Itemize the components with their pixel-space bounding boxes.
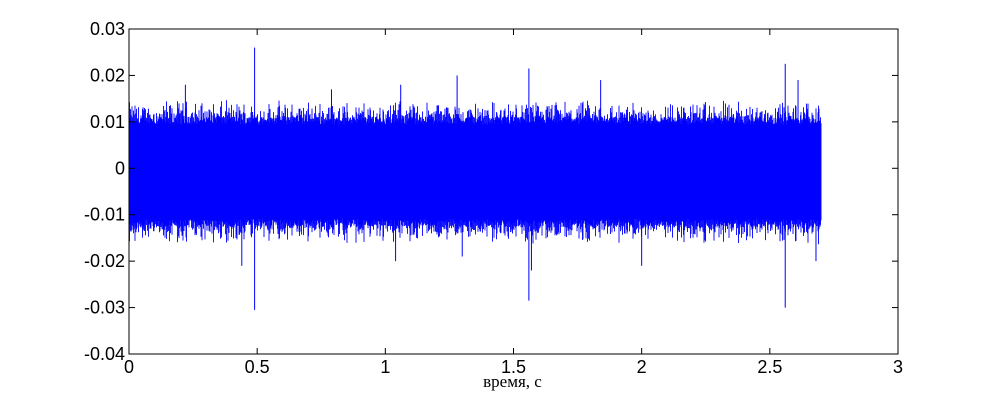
x-tick-label: 2.5 [757, 357, 782, 377]
x-axis-label: время, с [483, 372, 542, 391]
x-tick-label: 0 [124, 357, 134, 377]
y-tick-label: 0.02 [90, 65, 125, 85]
y-tick-label: 0 [115, 158, 125, 178]
y-tick-label: 0.03 [90, 19, 125, 39]
y-tick-label: -0.01 [84, 205, 125, 225]
ticks-layer: 0 0.5 1 1.5 2 2.5 3 -0.04 -0.03 -0.02 -0.01 0 0.01 0.… [84, 19, 903, 377]
x-tick-label: 1 [380, 357, 390, 377]
y-tick-label: -0.03 [84, 298, 125, 318]
series-layer [128, 47, 822, 310]
x-tick-label: 0.5 [245, 357, 270, 377]
y-tick-label: 0.01 [90, 112, 125, 132]
y-tick-label: -0.04 [84, 344, 125, 364]
x-tick-label: 2 [637, 357, 647, 377]
y-tick-label: -0.02 [84, 251, 125, 271]
series-core-band [129, 127, 822, 217]
x-tick-label: 3 [893, 357, 903, 377]
x-tick-label: 1.5 [501, 357, 526, 377]
